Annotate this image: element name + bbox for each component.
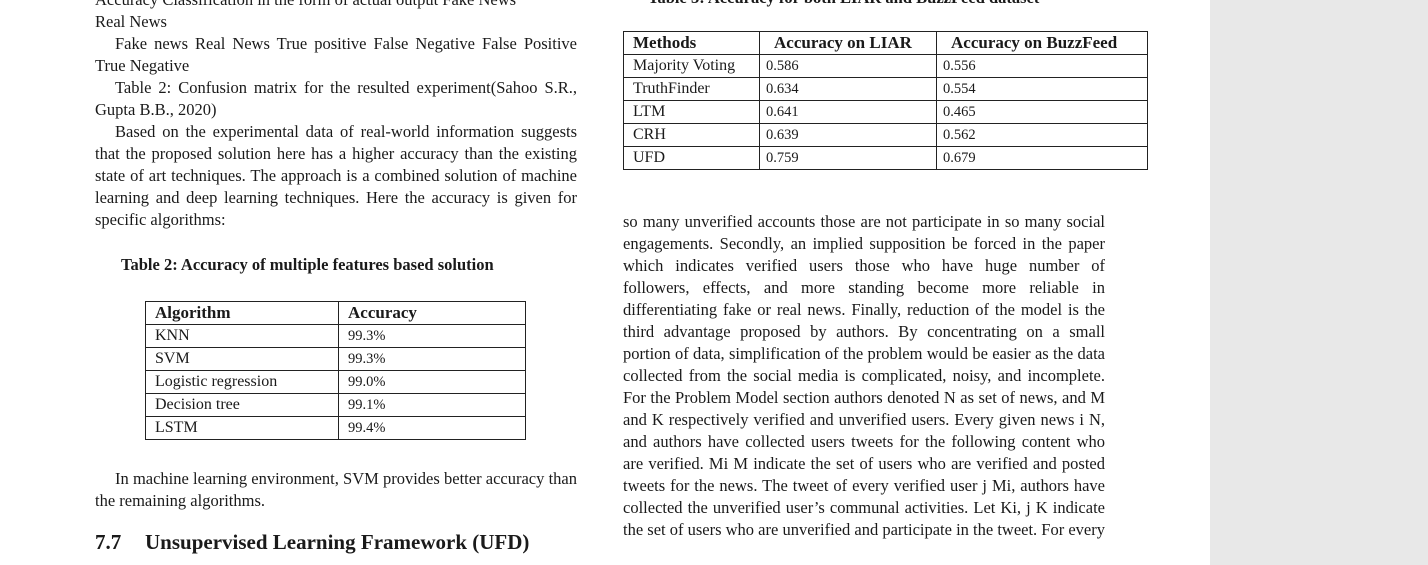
svm-paragraph: In machine learning environment, SVM pro… [95,469,577,510]
liar-cell: 0.641 [759,100,937,124]
algorithm-accuracy-table: Algorithm Accuracy KNN 99.3% SVM 99.3% L… [145,301,526,440]
method-cell: UFD [623,146,760,170]
accuracy-cell: 99.3% [338,324,526,348]
buzzfeed-cell: 0.679 [936,146,1148,170]
section-heading: 7.7 Unsupervised Learning Framework (UFD) [95,529,529,555]
confusion-labels-paragraph: Fake news Real News True positive False … [95,34,577,75]
table-row: Logistic regression 99.0% [145,370,526,394]
accuracy-cell: 99.1% [338,393,526,417]
section-number: 7.7 [95,530,122,554]
header-accuracy-liar: Accuracy on LIAR [759,31,937,55]
viewer-background [1210,0,1428,565]
clipped-top-line: Accuracy Classification in the form of a… [95,0,516,11]
method-cell: LTM [623,100,760,124]
algorithm-cell: KNN [145,324,339,348]
algorithm-cell: LSTM [145,416,339,440]
method-cell: TruthFinder [623,77,760,101]
table-row: KNN 99.3% [145,324,526,348]
algorithm-cell: Decision tree [145,393,339,417]
table-row: Decision tree 99.1% [145,393,526,417]
liar-cell: 0.759 [759,146,937,170]
method-cell: Majority Voting [623,54,760,78]
table-row: TruthFinder 0.634 0.554 [623,77,1148,101]
table-header-row: Algorithm Accuracy [145,301,526,325]
paper-page: Accuracy Classification in the form of a… [95,0,1148,555]
table-row: CRH 0.639 0.562 [623,123,1148,147]
buzzfeed-cell: 0.465 [936,100,1148,124]
table-header-row: Methods Accuracy on LIAR Accuracy on Buz… [623,31,1148,55]
accuracy-cell: 99.3% [338,347,526,371]
header-algorithm: Algorithm [145,301,339,325]
table-row: Majority Voting 0.586 0.556 [623,54,1148,78]
liar-cell: 0.634 [759,77,937,101]
accuracy-cell: 99.4% [338,416,526,440]
ufd-body-paragraph: so many unverified accounts those are no… [623,212,1105,539]
table-row: SVM 99.3% [145,347,526,371]
buzzfeed-cell: 0.562 [936,123,1148,147]
table-2-caption: Table 2: Accuracy of multiple features b… [121,255,494,274]
table-row: LSTM 99.4% [145,416,526,440]
buzzfeed-cell: 0.556 [936,54,1148,78]
real-news-line: Real News [95,12,167,31]
liar-cell: 0.586 [759,54,937,78]
table-row: UFD 0.759 0.679 [623,146,1148,170]
experimental-paragraph: Based on the experimental data of real-w… [95,122,577,229]
dataset-accuracy-table: Methods Accuracy on LIAR Accuracy on Buz… [623,31,1148,170]
header-accuracy: Accuracy [338,301,526,325]
header-accuracy-buzzfeed: Accuracy on BuzzFeed [936,31,1148,55]
buzzfeed-cell: 0.554 [936,77,1148,101]
table-row: LTM 0.641 0.465 [623,100,1148,124]
confusion-caption-paragraph: Table 2: Confusion matrix for the result… [95,78,577,119]
header-methods: Methods [623,31,760,55]
section-title: Unsupervised Learning Framework (UFD) [145,530,530,554]
algorithm-cell: SVM [145,347,339,371]
method-cell: CRH [623,123,760,147]
table-3-caption: Table 3: Accuracy for both LIAR and Buzz… [648,0,1039,9]
algorithm-cell: Logistic regression [145,370,339,394]
liar-cell: 0.639 [759,123,937,147]
accuracy-cell: 99.0% [338,370,526,394]
